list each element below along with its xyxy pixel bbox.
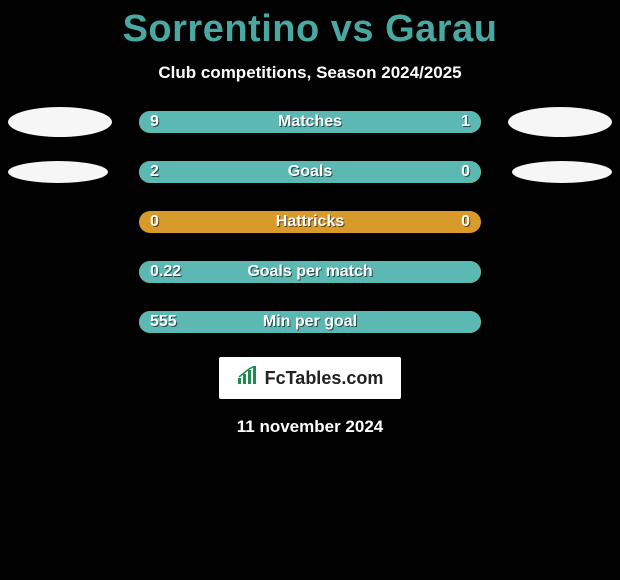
player-b-marker [512, 161, 612, 183]
player-b-name: Garau [385, 8, 497, 50]
stat-metric-label: Min per goal [263, 313, 357, 331]
stat-left-value: 0 [150, 213, 159, 231]
stat-bar-left-fill [139, 111, 399, 133]
vs-word: vs [331, 8, 374, 50]
stat-row: 2 0 Goals [0, 161, 620, 183]
comparison-card: Sorrentino vs Garau Club competitions, S… [0, 0, 620, 580]
subtitle: Club competitions, Season 2024/2025 [158, 63, 461, 83]
stat-right-value: 0 [461, 213, 470, 231]
date-label: 11 november 2024 [237, 417, 383, 437]
stat-left-value: 555 [150, 313, 177, 331]
stat-right-value: 0 [461, 163, 470, 181]
player-b-marker [508, 107, 612, 137]
stat-row: 0.22 Goals per match [0, 261, 620, 283]
chart-icon [237, 366, 259, 391]
page-title: Sorrentino vs Garau [123, 8, 498, 51]
stat-row: 555 Min per goal [0, 311, 620, 333]
stat-metric-label: Goals [288, 163, 332, 181]
player-a-name: Sorrentino [123, 8, 320, 50]
stat-left-value: 2 [150, 163, 159, 181]
stat-metric-label: Goals per match [247, 263, 372, 281]
stat-rows: 9 1 Matches 2 0 Goals 0 0 Hattricks 0.22 Goals per… [0, 111, 620, 333]
stat-metric-label: Matches [278, 113, 342, 131]
stat-bar-left-fill [139, 161, 406, 183]
brand-text: FcTables.com [265, 368, 384, 389]
stat-right-value: 1 [461, 113, 470, 131]
stat-left-value: 9 [150, 113, 159, 131]
stat-left-value: 0.22 [150, 263, 181, 281]
brand-badge: FcTables.com [219, 357, 402, 399]
stat-row: 9 1 Matches [0, 111, 620, 133]
stat-metric-label: Hattricks [276, 213, 344, 231]
player-a-marker [8, 161, 108, 183]
stat-row: 0 0 Hattricks [0, 211, 620, 233]
player-a-marker [8, 107, 112, 137]
